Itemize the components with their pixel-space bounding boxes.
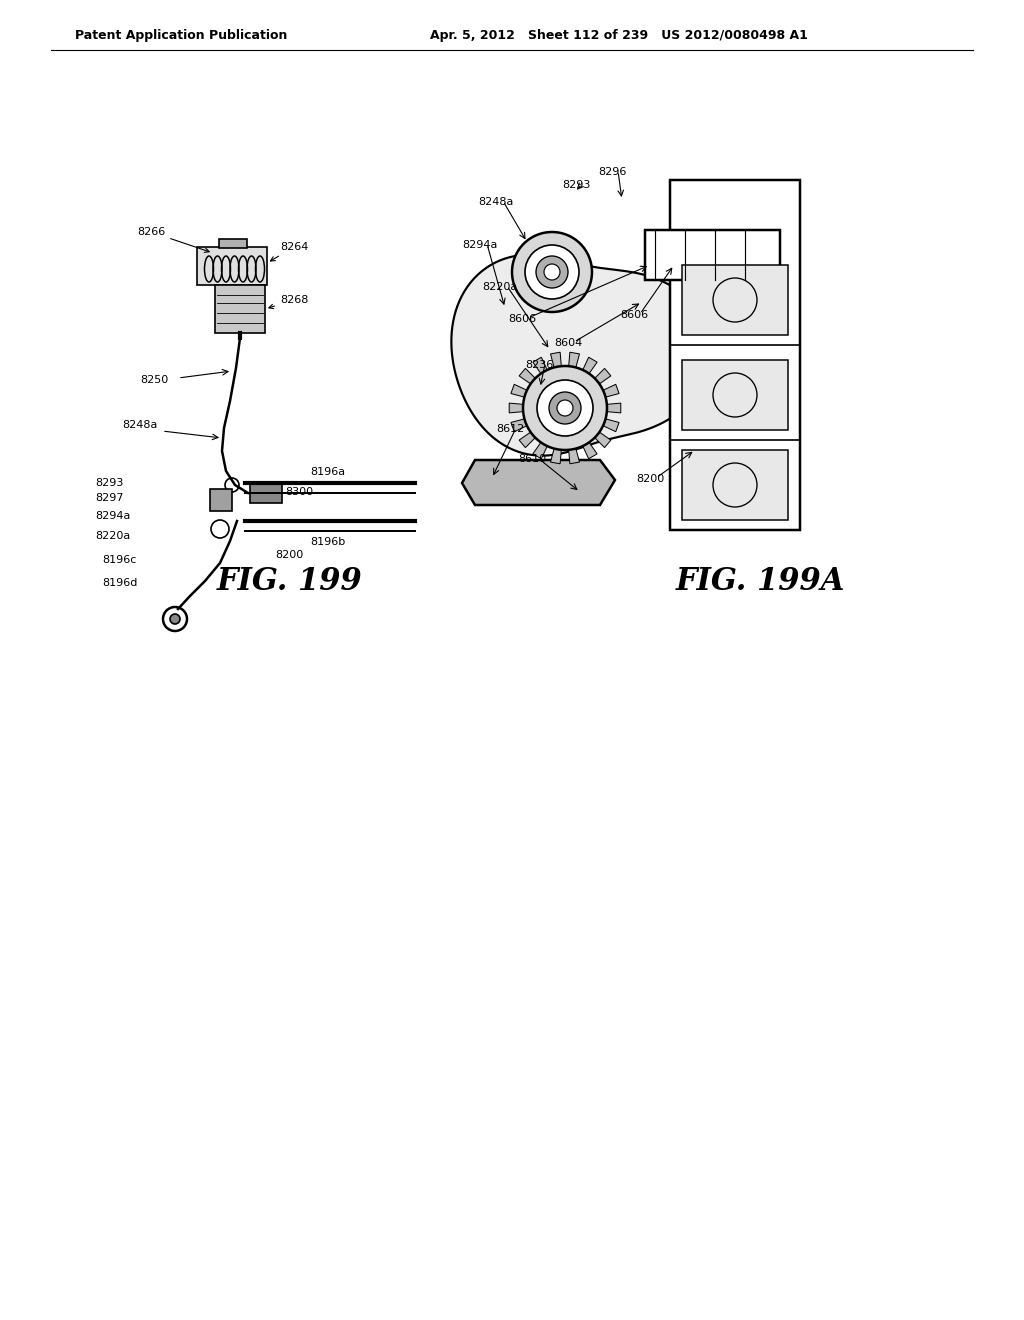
Text: 8300: 8300 — [285, 487, 313, 498]
Polygon shape — [603, 418, 620, 432]
Circle shape — [536, 256, 568, 288]
Text: FIG. 199: FIG. 199 — [217, 566, 362, 597]
Bar — [215, 285, 265, 333]
Circle shape — [549, 392, 581, 424]
Text: 8604: 8604 — [554, 338, 583, 348]
Circle shape — [523, 366, 607, 450]
Text: 8196a: 8196a — [310, 467, 345, 477]
Bar — [645, 230, 780, 280]
Text: 8297: 8297 — [95, 492, 124, 503]
Text: 8200: 8200 — [275, 550, 303, 560]
Circle shape — [211, 520, 229, 539]
Text: 8296: 8296 — [598, 168, 627, 177]
Text: 8294a: 8294a — [462, 240, 498, 249]
Circle shape — [544, 264, 560, 280]
Text: 8200: 8200 — [636, 474, 665, 484]
Polygon shape — [568, 352, 580, 367]
Polygon shape — [519, 368, 536, 384]
Circle shape — [170, 614, 180, 624]
Polygon shape — [568, 449, 580, 463]
Text: 8293: 8293 — [95, 478, 123, 488]
Polygon shape — [595, 432, 611, 447]
Text: 8250: 8250 — [140, 375, 168, 385]
Polygon shape — [511, 384, 527, 397]
Text: 8220a: 8220a — [482, 282, 517, 292]
Circle shape — [512, 232, 592, 312]
Polygon shape — [551, 449, 561, 463]
Text: 8266: 8266 — [137, 227, 209, 252]
Bar — [682, 360, 788, 430]
Polygon shape — [511, 418, 527, 432]
Text: 8236: 8236 — [525, 360, 553, 370]
Text: 8248a: 8248a — [478, 197, 513, 207]
Bar — [682, 450, 788, 520]
Text: 8220a: 8220a — [95, 531, 130, 541]
Polygon shape — [452, 255, 710, 455]
Bar — [670, 180, 800, 531]
Bar — [682, 265, 788, 335]
Circle shape — [525, 246, 579, 300]
Polygon shape — [462, 459, 615, 506]
Polygon shape — [583, 442, 597, 459]
Text: FIG. 199A: FIG. 199A — [675, 566, 845, 597]
Bar — [210, 488, 232, 511]
Text: 8294a: 8294a — [95, 511, 130, 521]
Text: 8196d: 8196d — [102, 578, 137, 587]
Text: 8606: 8606 — [508, 314, 537, 323]
Polygon shape — [509, 403, 523, 413]
Bar — [219, 239, 247, 248]
Text: 8606: 8606 — [620, 310, 648, 319]
Polygon shape — [603, 384, 620, 397]
Polygon shape — [595, 368, 611, 384]
Circle shape — [225, 478, 239, 492]
Text: 8248a: 8248a — [122, 420, 158, 430]
Polygon shape — [519, 432, 536, 447]
Text: 8196b: 8196b — [310, 537, 345, 546]
Text: Patent Application Publication: Patent Application Publication — [75, 29, 288, 41]
Text: 8268: 8268 — [269, 294, 308, 309]
Polygon shape — [551, 352, 561, 367]
Text: 8196c: 8196c — [102, 554, 136, 565]
Text: 8293: 8293 — [562, 180, 591, 190]
Text: 8610: 8610 — [518, 454, 546, 465]
Circle shape — [557, 400, 573, 416]
Text: 8612: 8612 — [496, 424, 524, 434]
Polygon shape — [583, 358, 597, 374]
Bar — [250, 483, 282, 503]
Bar — [197, 247, 267, 285]
Polygon shape — [532, 442, 547, 459]
Polygon shape — [532, 358, 547, 374]
Polygon shape — [607, 403, 621, 413]
Text: Apr. 5, 2012   Sheet 112 of 239   US 2012/0080498 A1: Apr. 5, 2012 Sheet 112 of 239 US 2012/00… — [430, 29, 808, 41]
Text: 8264: 8264 — [270, 242, 308, 261]
Circle shape — [537, 380, 593, 436]
